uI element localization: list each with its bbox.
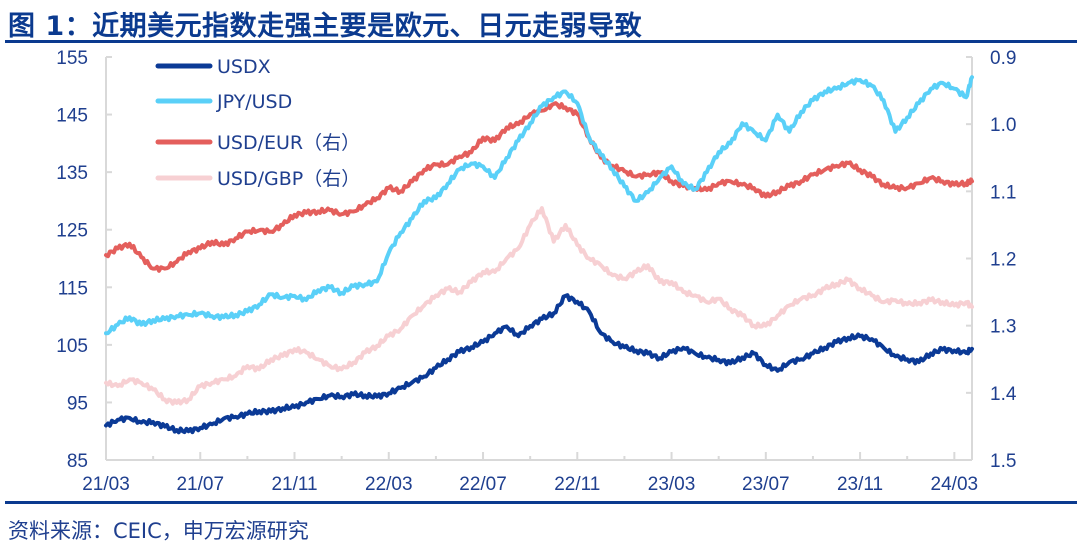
x-tick-label: 24/03 [931,474,979,495]
x-tick-label: 22/11 [554,474,600,495]
legend-label-usd-gbp: USD/GBP（右） [217,168,360,190]
series-line-jpy-usd [104,75,974,336]
x-tick-label: 21/11 [271,474,317,495]
title-rule [5,40,1077,43]
x-tick-label: 22/03 [365,474,413,495]
source-note: 资料来源：CEIC，申万宏源研究 [8,519,309,543]
x-tick-label: 21/03 [82,474,130,495]
right-tick-label: 1.4 [990,384,1017,405]
x-tick-label: 22/07 [459,474,507,495]
x-tick-label: 23/07 [742,474,790,495]
legend: USDX JPY/USD USD/EUR（右） USD/GBP（右） [155,56,360,190]
series-line-usdx [104,293,974,435]
series-line-usd-gbp [104,206,974,406]
chart-title: 图 1：近期美元指数走强主要是欧元、日元走弱导致 [8,11,643,42]
x-tick-label: 21/07 [176,474,224,495]
right-tick-label: 1.0 [990,115,1016,136]
x-tick-label: 23/03 [648,474,696,495]
left-tick-label: 125 [56,221,88,242]
left-tick-label: 105 [56,336,88,357]
left-tick-label: 115 [58,278,88,299]
x-tick-label: 23/11 [837,474,883,495]
right-tick-label: 1.3 [990,317,1016,338]
series-line-usd-eur [104,101,974,273]
right-tick-label: 1.1 [990,182,1016,203]
source-rule [5,501,1077,504]
left-tick-label: 85 [67,451,88,472]
left-tick-label: 135 [56,163,88,184]
legend-label-usd-eur: USD/EUR（右） [217,132,360,154]
axes-group: 85 95 105 115 125 135 145 155 0.9 1.0 1.1 1.2 1.3 1.4… [56,48,1017,495]
right-tick-label: 1.2 [990,250,1016,271]
left-tick-label: 145 [56,106,88,127]
left-tick-label: 95 [67,393,88,414]
legend-label-jpy-usd: JPY/USD [216,91,292,113]
legend-label-usdx: USDX [217,56,271,78]
right-tick-label: 0.9 [990,48,1016,69]
left-tick-label: 155 [56,48,88,69]
series-group [104,75,974,435]
right-tick-label: 1.5 [990,451,1016,472]
